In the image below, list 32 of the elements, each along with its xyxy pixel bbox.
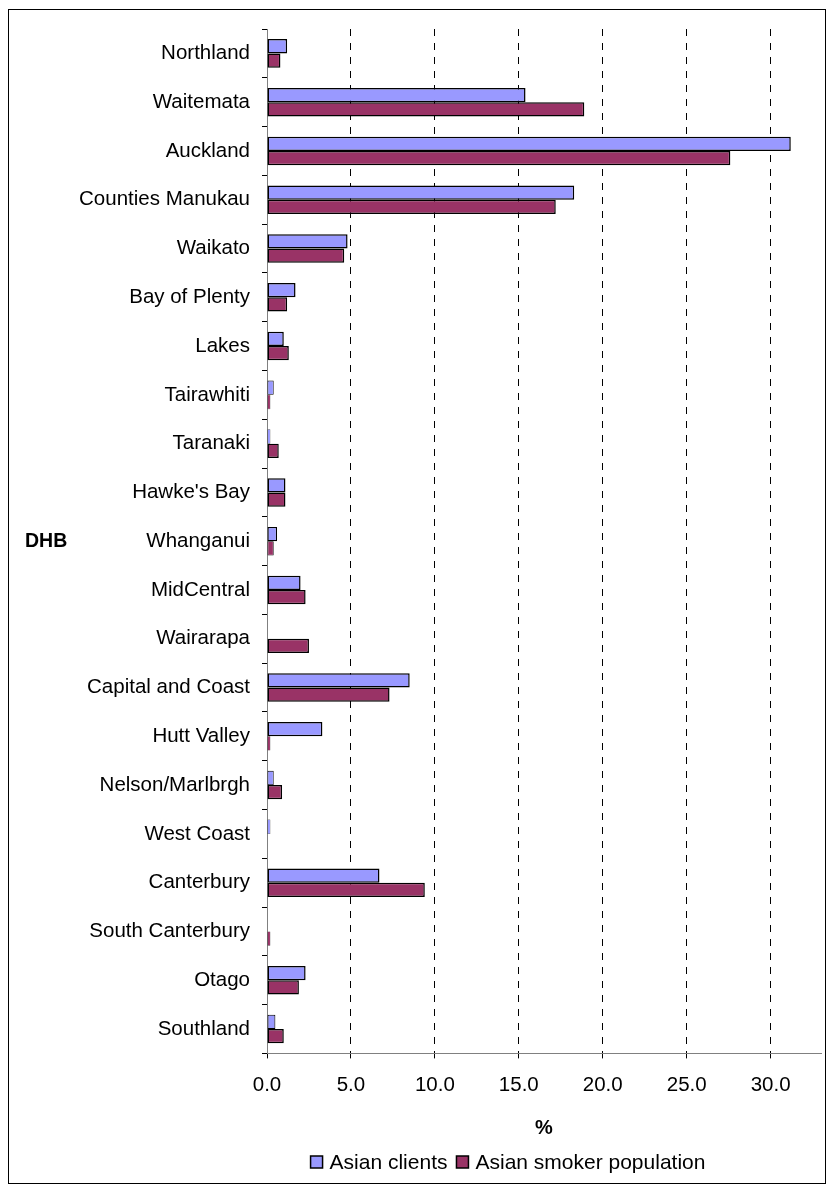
y-tick-label: Capital and Coast <box>87 674 251 698</box>
x-tick-label: 25.0 <box>666 1072 707 1096</box>
y-tick-label: Otago <box>194 966 250 990</box>
y-tick-label: Hawke's Bay <box>132 479 251 503</box>
y-tick-label: Auckland <box>165 137 250 161</box>
y-tick-label: Waikato <box>176 235 250 259</box>
y-tick-label: Waitemata <box>152 88 251 112</box>
x-tick-label: 15.0 <box>498 1072 539 1096</box>
x-axis-title: % <box>535 1115 554 1138</box>
y-tick-label: Whanganui <box>146 527 250 551</box>
y-tick-label: West Coast <box>144 820 251 844</box>
y-tick-label: Northland <box>161 40 250 64</box>
y-tick-label: Counties Manukau <box>79 186 250 210</box>
legend-label: Asian smoker population <box>475 1149 706 1173</box>
x-tick-label: 10.0 <box>414 1072 455 1096</box>
x-tick-label: 20.0 <box>582 1072 623 1096</box>
y-tick-label: Canterbury <box>148 869 251 893</box>
x-tick-label: 0.0 <box>252 1072 282 1096</box>
y-tick-label: Lakes <box>195 332 250 356</box>
y-tick-label: South Canterbury <box>89 918 251 942</box>
y-tick-label: Bay of Plenty <box>129 283 251 307</box>
x-tick-label: 30.0 <box>750 1072 791 1096</box>
y-tick-label: Wairarapa <box>156 625 251 649</box>
legend-label: Asian clients <box>329 1149 448 1173</box>
y-tick-label: Nelson/Marlbrgh <box>99 771 250 795</box>
x-tick-label: 5.0 <box>336 1072 366 1096</box>
y-tick-label: Southland <box>157 1015 250 1039</box>
y-tick-label: Tairawhiti <box>164 381 250 405</box>
y-axis-title: DHB <box>25 528 68 551</box>
y-tick-label: Taranaki <box>172 430 250 454</box>
y-tick-label: MidCentral <box>150 576 250 600</box>
y-tick-label: Hutt Valley <box>152 722 251 746</box>
